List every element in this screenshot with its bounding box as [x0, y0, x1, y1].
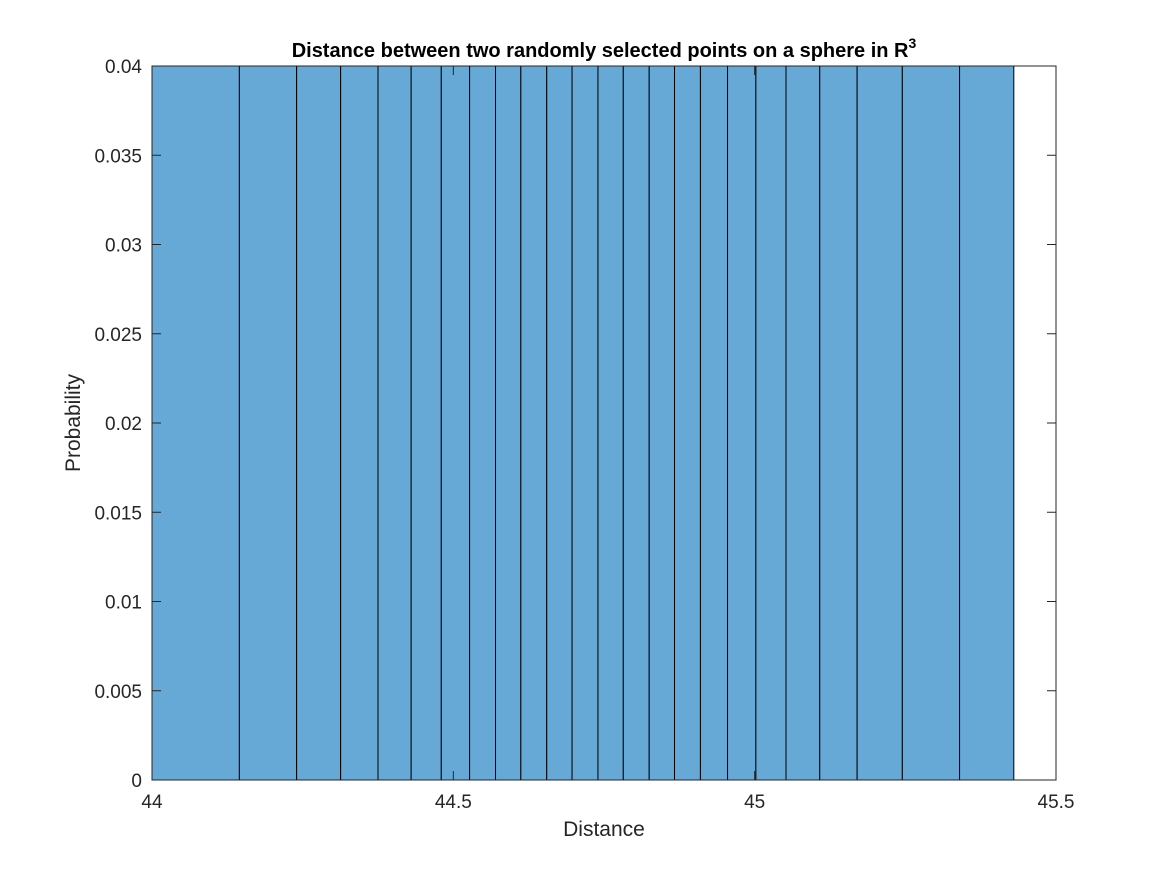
axis-tick-labels: 44 44.5 45 45.5 0 0.005 0.01 0.015 0.02 0.025 0.03… — [94, 57, 1074, 813]
histogram-bar — [440, 65, 471, 781]
histogram-bar — [856, 65, 903, 781]
axis-ticks — [151, 65, 1057, 781]
histogram-bar — [785, 65, 821, 781]
histogram-bar — [674, 65, 701, 781]
histogram-bar — [546, 65, 573, 781]
histogram-bar — [699, 65, 729, 781]
histogram-bar — [151, 65, 240, 781]
histogram-bar — [819, 65, 858, 781]
histogram-bar — [597, 65, 624, 781]
histogram-bar — [410, 65, 442, 781]
histogram-bar — [520, 65, 548, 781]
histogram-bar — [238, 65, 298, 781]
y-tick-label: 0.005 — [94, 682, 142, 703]
histogram-bar — [495, 65, 522, 781]
y-axis-label: Probability — [62, 373, 85, 472]
y-tick-label: 0 — [131, 771, 142, 792]
histogram-bar — [571, 65, 599, 781]
x-tick-label: 44 — [141, 792, 163, 813]
histogram-bars — [151, 65, 1015, 781]
histogram-bar — [901, 65, 961, 781]
x-tick-label: 45 — [744, 792, 765, 813]
chart-title: Distance between two randomly selected p… — [292, 35, 917, 62]
histogram-bar — [377, 65, 412, 781]
y-tick-label: 0.02 — [105, 414, 142, 435]
histogram-bar — [622, 65, 650, 781]
histogram-bar — [727, 65, 757, 781]
chart-title-superscript: 3 — [909, 35, 917, 51]
y-tick-label: 0.035 — [94, 146, 142, 167]
chart-title-text: Distance between two randomly selected p… — [292, 40, 909, 62]
histogram-bar — [340, 65, 379, 781]
y-tick-label: 0.015 — [94, 503, 142, 524]
x-axis-label: Distance — [563, 818, 645, 841]
x-tick-label: 44.5 — [435, 792, 472, 813]
y-tick-label: 0.04 — [105, 57, 142, 78]
y-tick-label: 0.025 — [94, 325, 142, 346]
histogram-bar — [296, 65, 342, 781]
histogram-bar — [755, 65, 787, 781]
y-tick-label: 0.01 — [105, 593, 142, 614]
histogram-bar — [648, 65, 676, 781]
histogram-bar — [959, 65, 1015, 781]
y-tick-label: 0.03 — [105, 236, 142, 257]
x-tick-label: 45.5 — [1038, 792, 1075, 813]
histogram-bar — [469, 65, 497, 781]
